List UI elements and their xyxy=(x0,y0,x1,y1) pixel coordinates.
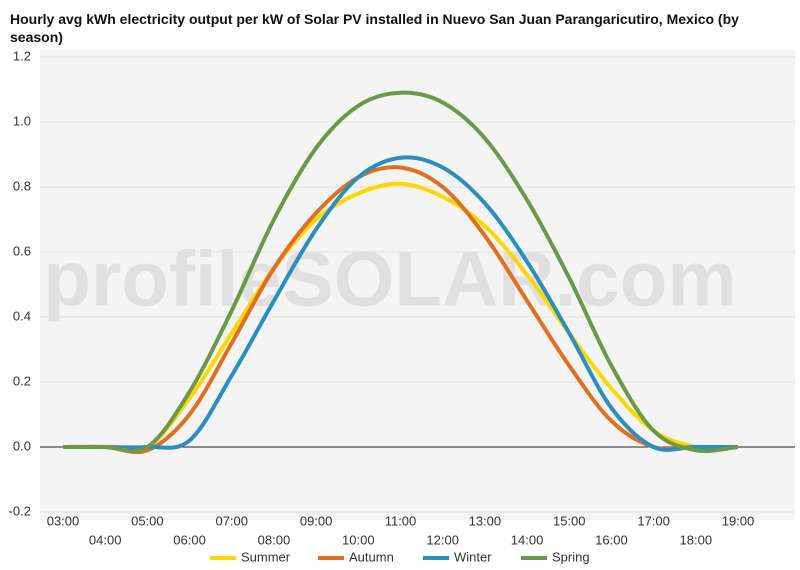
x-tick-label: 15:00 xyxy=(553,513,586,528)
y-tick-label: 0.4 xyxy=(13,308,31,323)
x-tick-label: 12:00 xyxy=(426,532,459,547)
legend-label: Winter xyxy=(454,549,492,564)
legend-label: Summer xyxy=(241,549,291,564)
y-tick-label: 1.2 xyxy=(13,48,31,63)
series-line xyxy=(63,181,739,453)
series-line xyxy=(62,165,738,455)
legend-label: Autumn xyxy=(349,549,394,564)
x-tick-label: 18:00 xyxy=(680,532,713,547)
x-tick-label: 14:00 xyxy=(511,532,544,547)
x-tick-label: 05:00 xyxy=(131,513,164,528)
y-tick-label: 0.6 xyxy=(13,243,31,258)
y-tick-label: 0.0 xyxy=(13,438,31,453)
x-tick-label: 03:00 xyxy=(47,513,80,528)
y-tick-label: 0.8 xyxy=(13,178,31,193)
legend-label: Spring xyxy=(552,549,590,564)
x-tick-label: 11:00 xyxy=(385,513,417,528)
x-tick-label: 07:00 xyxy=(215,513,248,528)
y-tick-label: -0.2 xyxy=(9,503,31,518)
y-tick-label: 0.2 xyxy=(13,373,31,388)
chart-title: Hourly avg kWh electricity output per kW… xyxy=(10,11,739,45)
x-tick-label: 04:00 xyxy=(89,532,122,547)
x-tick-label: 09:00 xyxy=(300,513,333,528)
x-tick-label: 10:00 xyxy=(342,532,375,547)
x-tick-label: 06:00 xyxy=(173,532,206,547)
x-tick-label: 19:00 xyxy=(722,513,755,528)
y-tick-label: 1.0 xyxy=(13,113,31,128)
watermark: profileSOLAR.com xyxy=(43,235,736,323)
x-tick-label: 08:00 xyxy=(258,532,291,547)
series-line xyxy=(63,155,738,452)
series-line xyxy=(63,90,739,454)
x-tick-label: 16:00 xyxy=(595,532,628,547)
x-tick-label: 17:00 xyxy=(637,513,670,528)
x-tick-label: 13:00 xyxy=(469,513,502,528)
